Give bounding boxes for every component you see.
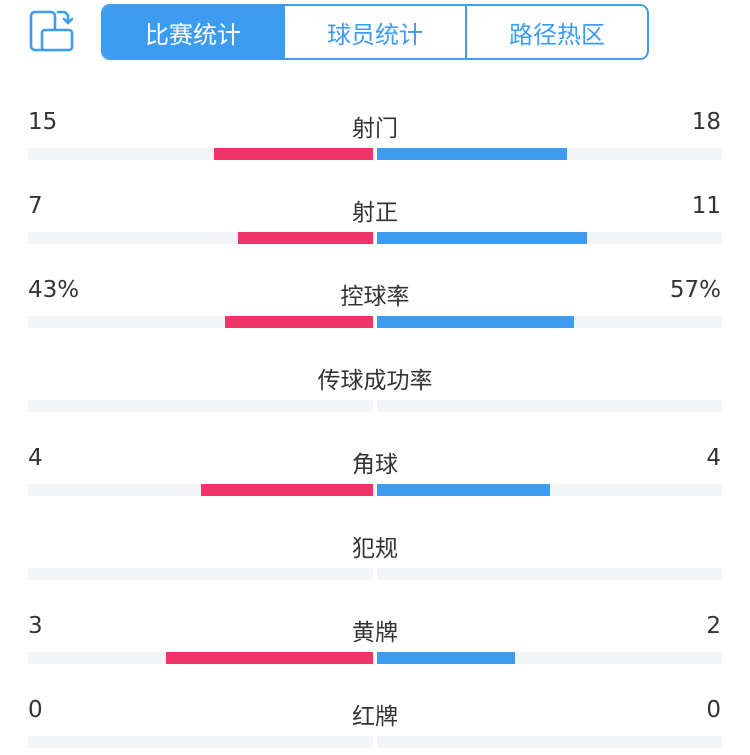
home-value: 3 <box>28 613 43 639</box>
stat-row: 0 红牌 0 <box>0 672 750 755</box>
away-bar <box>377 316 574 328</box>
home-bar-track <box>28 148 373 160</box>
away-value: 57% <box>669 277 721 303</box>
away-value: 2 <box>706 613 721 639</box>
stat-row: 15 射门 18 <box>0 84 750 168</box>
tab-heatmap[interactable]: 路径热区 <box>465 6 647 58</box>
stat-row: 4 角球 4 <box>0 420 750 504</box>
tab-player-stats[interactable]: 球员统计 <box>283 6 465 58</box>
stat-label: 黄牌 <box>352 620 398 646</box>
stat-label: 射门 <box>352 116 398 142</box>
away-bar <box>377 484 550 496</box>
home-bar-track <box>28 232 373 244</box>
away-value: 4 <box>706 445 721 471</box>
home-bar <box>214 148 373 160</box>
stat-row: 7 射正 11 <box>0 168 750 252</box>
home-value: 0 <box>28 697 43 723</box>
stat-label: 犯规 <box>352 536 398 562</box>
away-value: 18 <box>691 109 721 135</box>
away-bar <box>377 148 567 160</box>
home-value: 43% <box>28 277 80 303</box>
stat-row: 3 黄牌 2 <box>0 588 750 672</box>
stat-label: 角球 <box>352 452 398 478</box>
home-bar-track <box>28 736 373 748</box>
stat-label: 传球成功率 <box>317 368 433 394</box>
away-bar-track <box>377 316 722 328</box>
home-bar-track <box>28 484 373 496</box>
away-bar <box>377 232 588 244</box>
home-bar-track <box>28 652 373 664</box>
home-value: 7 <box>28 193 43 219</box>
away-bar-track <box>377 232 722 244</box>
home-value: 4 <box>28 445 43 471</box>
home-bar <box>238 232 373 244</box>
stat-label: 红牌 <box>352 704 398 730</box>
stat-label: 控球率 <box>340 284 410 310</box>
away-bar-track <box>377 148 722 160</box>
away-bar-track <box>377 400 722 412</box>
stats-list: 15 射门 18 7 射正 11 43% 控球率 57% 传球成功率 4 角球 4 犯规 3 黄牌 2 0 红牌 0 <box>0 84 750 755</box>
tab-bar: 比赛统计 球员统计 路径热区 <box>101 4 649 60</box>
tab-match-stats[interactable]: 比赛统计 <box>103 6 283 58</box>
home-bar-track <box>28 568 373 580</box>
home-bar-track <box>28 400 373 412</box>
share-screenshot-icon[interactable] <box>28 8 76 56</box>
home-bar <box>224 316 373 328</box>
home-bar <box>166 652 373 664</box>
home-bar-track <box>28 316 373 328</box>
stat-row: 43% 控球率 57% <box>0 252 750 336</box>
away-bar-track <box>377 652 722 664</box>
home-value: 15 <box>28 109 58 135</box>
home-bar <box>200 484 373 496</box>
away-bar <box>377 652 515 664</box>
stat-label: 射正 <box>352 200 398 226</box>
stat-row: 犯规 <box>0 504 750 588</box>
away-value: 11 <box>691 193 721 219</box>
stat-row: 传球成功率 <box>0 336 750 420</box>
away-value: 0 <box>706 697 721 723</box>
away-bar-track <box>377 568 722 580</box>
away-bar-track <box>377 484 722 496</box>
away-bar-track <box>377 736 722 748</box>
